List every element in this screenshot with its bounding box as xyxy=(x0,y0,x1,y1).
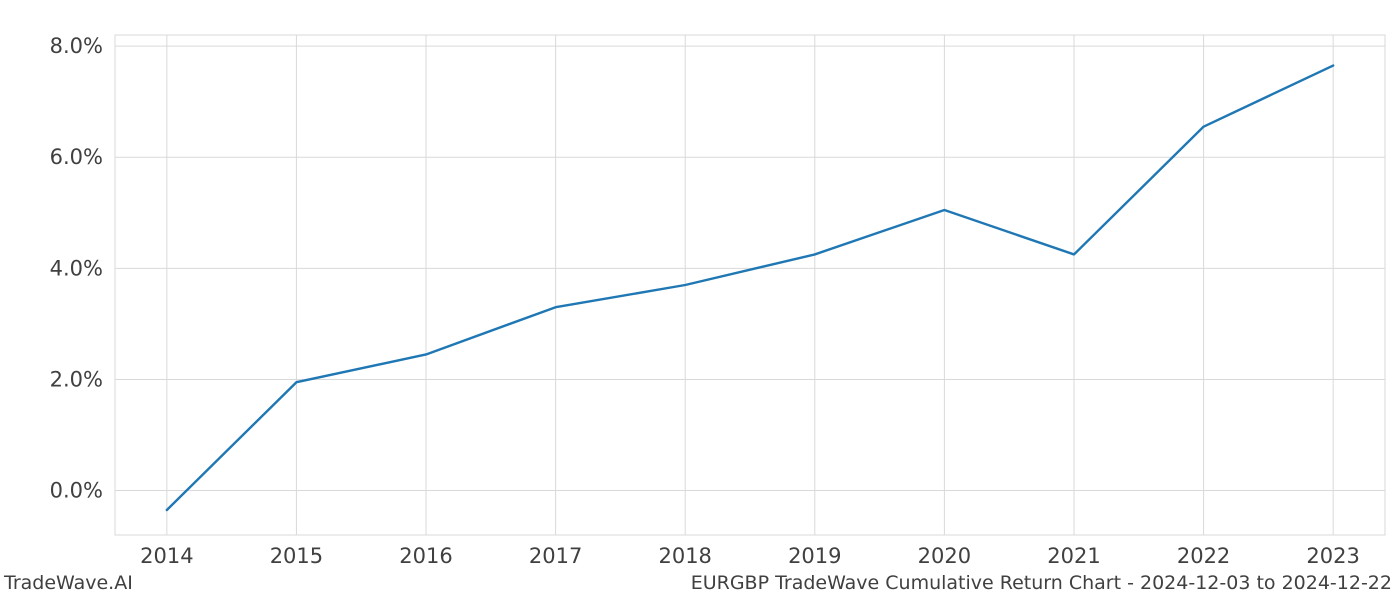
svg-text:2014: 2014 xyxy=(140,544,193,568)
svg-text:8.0%: 8.0% xyxy=(50,34,103,58)
svg-text:2.0%: 2.0% xyxy=(50,367,103,391)
svg-text:2017: 2017 xyxy=(529,544,582,568)
svg-text:2018: 2018 xyxy=(658,544,711,568)
svg-text:0.0%: 0.0% xyxy=(50,479,103,503)
svg-text:2021: 2021 xyxy=(1047,544,1100,568)
svg-text:2019: 2019 xyxy=(788,544,841,568)
svg-text:6.0%: 6.0% xyxy=(50,145,103,169)
svg-text:2023: 2023 xyxy=(1306,544,1359,568)
line-chart: 2014 2015 2016 2017 2018 2019 2020 2021 2022 2023… xyxy=(0,0,1400,600)
chart-container: 2014 2015 2016 2017 2018 2019 2020 2021 2022 2023… xyxy=(0,0,1400,600)
footer-caption: EURGBP TradeWave Cumulative Return Chart… xyxy=(691,572,1392,594)
footer-brand: TradeWave.AI xyxy=(4,572,133,594)
svg-text:2016: 2016 xyxy=(399,544,452,568)
svg-text:2022: 2022 xyxy=(1177,544,1230,568)
svg-text:2020: 2020 xyxy=(918,544,971,568)
svg-text:2015: 2015 xyxy=(270,544,323,568)
svg-text:4.0%: 4.0% xyxy=(50,256,103,280)
